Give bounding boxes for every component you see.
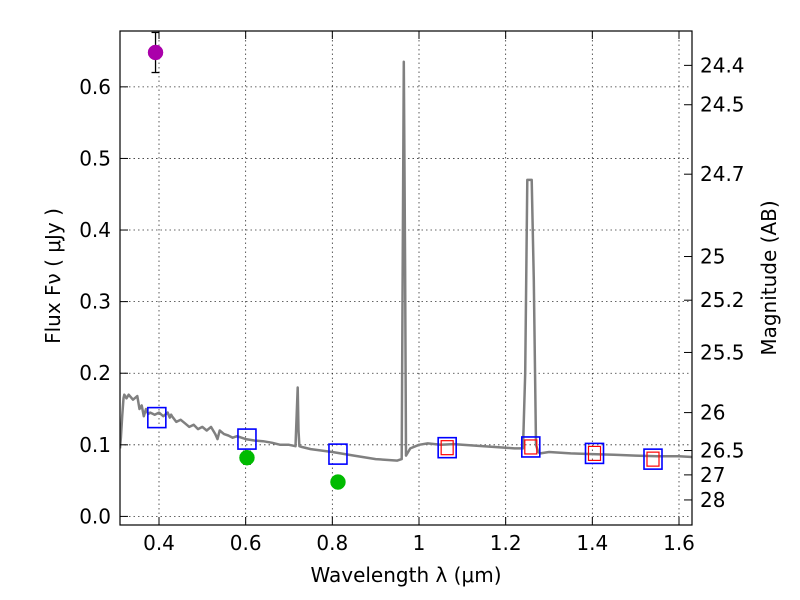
- y-tick-label: 0.1: [79, 433, 111, 457]
- model-photometry-marker: [147, 406, 167, 429]
- magnitude-tick-label: 27: [700, 463, 725, 487]
- model-band-marker: [524, 439, 538, 455]
- detection-point: [147, 44, 164, 61]
- axes: 0.4 0.6 0.8 1 1.2 1.4 1.6 0.0 0.1 0.2 0.3 0.4 0.5 0.6…: [79, 30, 745, 555]
- y-tick-label: 0.4: [79, 218, 111, 242]
- detection-point: [239, 449, 255, 466]
- magnitude-tick-label: 25.2: [700, 288, 745, 312]
- y-tick-label: 0.5: [79, 146, 111, 170]
- magnitude-tick-label: 24.4: [700, 53, 745, 77]
- model-photometry-marker: [643, 448, 663, 470]
- magnitude-tick-label: 26: [700, 401, 725, 425]
- x-tick-label: 0.4: [143, 531, 175, 555]
- model-photometry-marker: [584, 442, 605, 465]
- magnitude-tick-label: 25.5: [700, 340, 745, 364]
- y-axis-right-label: Magnitude (AB): [757, 200, 781, 355]
- x-tick-label: 1: [413, 531, 426, 555]
- model-photometry-marker: [437, 436, 457, 459]
- plot-frame: [119, 30, 693, 526]
- y-tick-label: 0.2: [79, 361, 111, 385]
- x-tick-label: 1.4: [576, 531, 608, 555]
- detection-point: [330, 474, 346, 490]
- model-photometry-marker: [328, 443, 348, 465]
- spectrum-line: [120, 60, 692, 462]
- magnitude-tick-label: 26.5: [700, 439, 745, 463]
- model-band-marker: [646, 451, 660, 467]
- y-tick-label: 0.3: [79, 290, 111, 314]
- magnitude-tick-label: 24.7: [700, 162, 745, 186]
- magnitude-tick-label: 25: [700, 245, 725, 269]
- x-tick-label: 0.6: [230, 531, 262, 555]
- model-photometry-marker: [520, 436, 541, 458]
- y-axis-label: Flux Fν ( μJy ): [41, 208, 65, 344]
- grid-lines: [120, 31, 692, 525]
- x-tick-label: 1.2: [490, 531, 522, 555]
- model-band-marker: [440, 440, 454, 456]
- x-tick-label: 1.6: [663, 531, 695, 555]
- y-tick-label: 0.0: [79, 504, 111, 528]
- x-tick-label: 0.8: [316, 531, 348, 555]
- x-axis-label: Wavelength λ (μm): [310, 563, 501, 587]
- plot-area: [120, 31, 692, 490]
- y-tick-label: 0.6: [79, 75, 111, 99]
- magnitude-tick-label: 24.5: [700, 93, 745, 117]
- model-band-marker: [587, 445, 602, 462]
- plot-clipped-layer: [120, 31, 692, 490]
- magnitude-tick-label: 28: [700, 488, 725, 512]
- model-photometry-marker: [237, 428, 257, 450]
